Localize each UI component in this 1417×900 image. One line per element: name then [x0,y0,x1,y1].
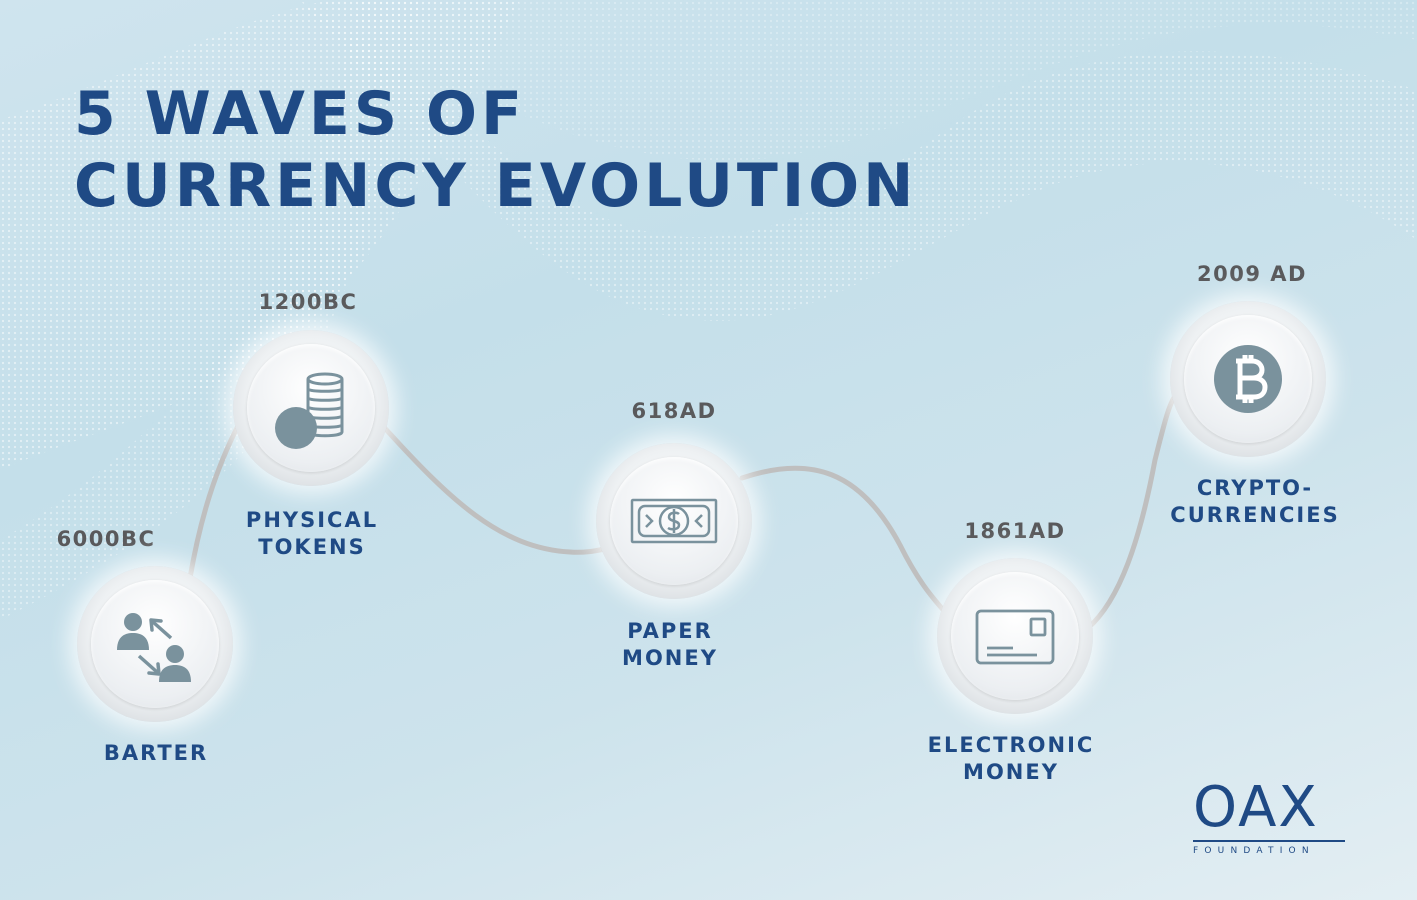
label-cryptocurrencies: CRYPTO- CURRENCIES [1170,476,1340,527]
label-barter: BARTER [103,741,209,765]
date-electronic-money: 1861AD [964,519,1066,543]
date-paper-money: 618AD [631,399,717,423]
coins-stack-icon [275,372,344,449]
stage-node-barter [77,566,233,722]
title-line-1: 5 WAVES OF [74,79,527,149]
page-title: 5 WAVES OF CURRENCY EVOLUTION [74,78,917,222]
oax-foundation-logo: OAX FOUNDATION [1193,778,1353,856]
banknote-icon [630,498,718,544]
date-barter: 6000BC [56,527,156,551]
date-physical-tokens: 1200BC [258,290,358,314]
bitcoin-icon [1214,345,1282,413]
date-cryptocurrencies: 2009 AD [1197,262,1307,286]
stage-node-paper-money [596,443,752,599]
payment-card-icon [975,609,1055,665]
stage-node-cryptocurrencies [1170,301,1326,457]
stage-node-electronic-money [937,558,1093,714]
stage-node-physical-tokens [233,330,389,486]
label-electronic-money: ELECTRONIC MONEY [927,733,1095,784]
label-physical-tokens: PHYSICAL TOKENS [245,508,379,559]
label-paper-money: PAPER MONEY [622,619,718,670]
logo-subtitle: FOUNDATION [1193,845,1315,856]
barter-exchange-icon [117,613,191,682]
logo-mark: OAX [1193,775,1319,840]
logo-divider [1193,840,1345,842]
title-line-2: CURRENCY EVOLUTION [74,151,918,221]
